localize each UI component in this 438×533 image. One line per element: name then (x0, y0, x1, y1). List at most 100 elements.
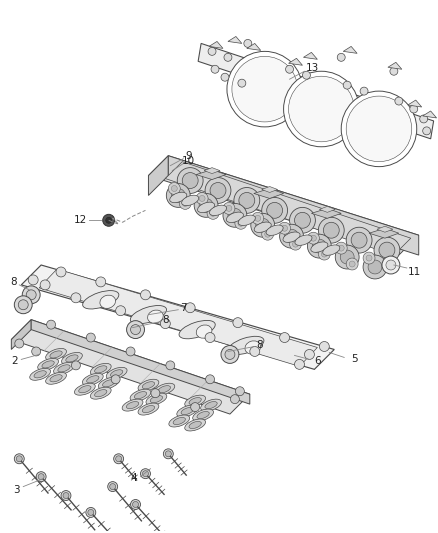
Circle shape (366, 255, 372, 261)
Circle shape (351, 232, 367, 248)
Ellipse shape (169, 415, 190, 427)
Ellipse shape (154, 383, 175, 395)
Ellipse shape (46, 373, 67, 384)
Circle shape (335, 245, 359, 269)
Ellipse shape (50, 351, 62, 358)
Ellipse shape (173, 417, 185, 425)
Circle shape (171, 185, 177, 191)
Circle shape (279, 224, 304, 248)
Ellipse shape (177, 405, 198, 417)
Text: 10: 10 (182, 156, 195, 166)
Text: 4: 4 (130, 473, 137, 483)
Circle shape (133, 502, 138, 507)
Ellipse shape (50, 375, 62, 382)
Ellipse shape (138, 403, 159, 415)
Circle shape (228, 208, 242, 222)
Circle shape (205, 177, 231, 204)
Circle shape (165, 451, 171, 457)
Polygon shape (377, 226, 393, 232)
Circle shape (160, 319, 170, 329)
Ellipse shape (295, 235, 312, 245)
Circle shape (346, 96, 412, 161)
Circle shape (250, 346, 260, 357)
Circle shape (205, 375, 215, 384)
Circle shape (208, 47, 216, 55)
Circle shape (14, 296, 32, 314)
Ellipse shape (90, 364, 111, 375)
Polygon shape (11, 320, 31, 350)
Ellipse shape (266, 225, 283, 236)
Circle shape (166, 361, 175, 370)
Text: 7: 7 (180, 303, 187, 313)
Ellipse shape (102, 379, 115, 387)
Circle shape (179, 197, 191, 209)
Text: 5: 5 (351, 354, 357, 365)
Ellipse shape (226, 212, 244, 222)
Polygon shape (423, 111, 437, 118)
Circle shape (38, 474, 44, 480)
Polygon shape (148, 156, 168, 196)
Circle shape (14, 454, 24, 464)
Circle shape (86, 333, 95, 342)
Circle shape (346, 258, 358, 270)
Text: 8: 8 (10, 277, 17, 287)
Circle shape (163, 449, 173, 459)
Ellipse shape (150, 395, 162, 403)
Circle shape (368, 260, 382, 274)
Ellipse shape (170, 192, 187, 203)
Circle shape (221, 345, 239, 364)
Polygon shape (311, 208, 341, 219)
Circle shape (233, 318, 243, 328)
Ellipse shape (30, 368, 50, 380)
Text: 11: 11 (408, 267, 421, 277)
Circle shape (126, 347, 135, 356)
Circle shape (232, 56, 297, 122)
Ellipse shape (138, 379, 159, 391)
Ellipse shape (193, 409, 213, 421)
Ellipse shape (189, 422, 201, 429)
Circle shape (18, 300, 28, 310)
Polygon shape (247, 43, 261, 51)
Circle shape (256, 219, 270, 232)
Ellipse shape (122, 399, 143, 411)
Circle shape (318, 217, 344, 243)
Ellipse shape (58, 365, 70, 372)
Circle shape (185, 303, 195, 313)
Circle shape (335, 242, 347, 254)
Ellipse shape (90, 387, 111, 399)
Ellipse shape (311, 242, 328, 252)
Circle shape (227, 51, 303, 127)
Ellipse shape (148, 310, 163, 324)
Circle shape (289, 76, 354, 142)
Circle shape (168, 182, 180, 195)
Circle shape (319, 342, 329, 351)
Circle shape (360, 87, 368, 95)
Ellipse shape (142, 382, 155, 389)
Ellipse shape (131, 305, 166, 324)
Ellipse shape (142, 406, 155, 413)
Circle shape (151, 389, 160, 398)
Circle shape (285, 229, 298, 243)
Text: 12: 12 (74, 215, 88, 225)
Circle shape (235, 217, 247, 229)
Circle shape (294, 212, 311, 228)
Circle shape (343, 81, 351, 89)
Circle shape (244, 39, 252, 47)
Circle shape (88, 510, 94, 515)
Circle shape (182, 173, 198, 189)
Circle shape (15, 339, 24, 348)
Circle shape (234, 188, 260, 213)
Circle shape (323, 222, 339, 238)
Text: 9: 9 (185, 151, 191, 161)
Circle shape (171, 189, 185, 203)
Polygon shape (209, 42, 223, 49)
Polygon shape (228, 36, 242, 43)
Circle shape (108, 482, 118, 491)
Circle shape (22, 286, 40, 304)
Circle shape (239, 192, 255, 208)
Ellipse shape (158, 386, 170, 393)
Circle shape (182, 200, 188, 206)
Circle shape (56, 267, 66, 277)
Circle shape (210, 211, 216, 216)
Circle shape (194, 193, 218, 217)
